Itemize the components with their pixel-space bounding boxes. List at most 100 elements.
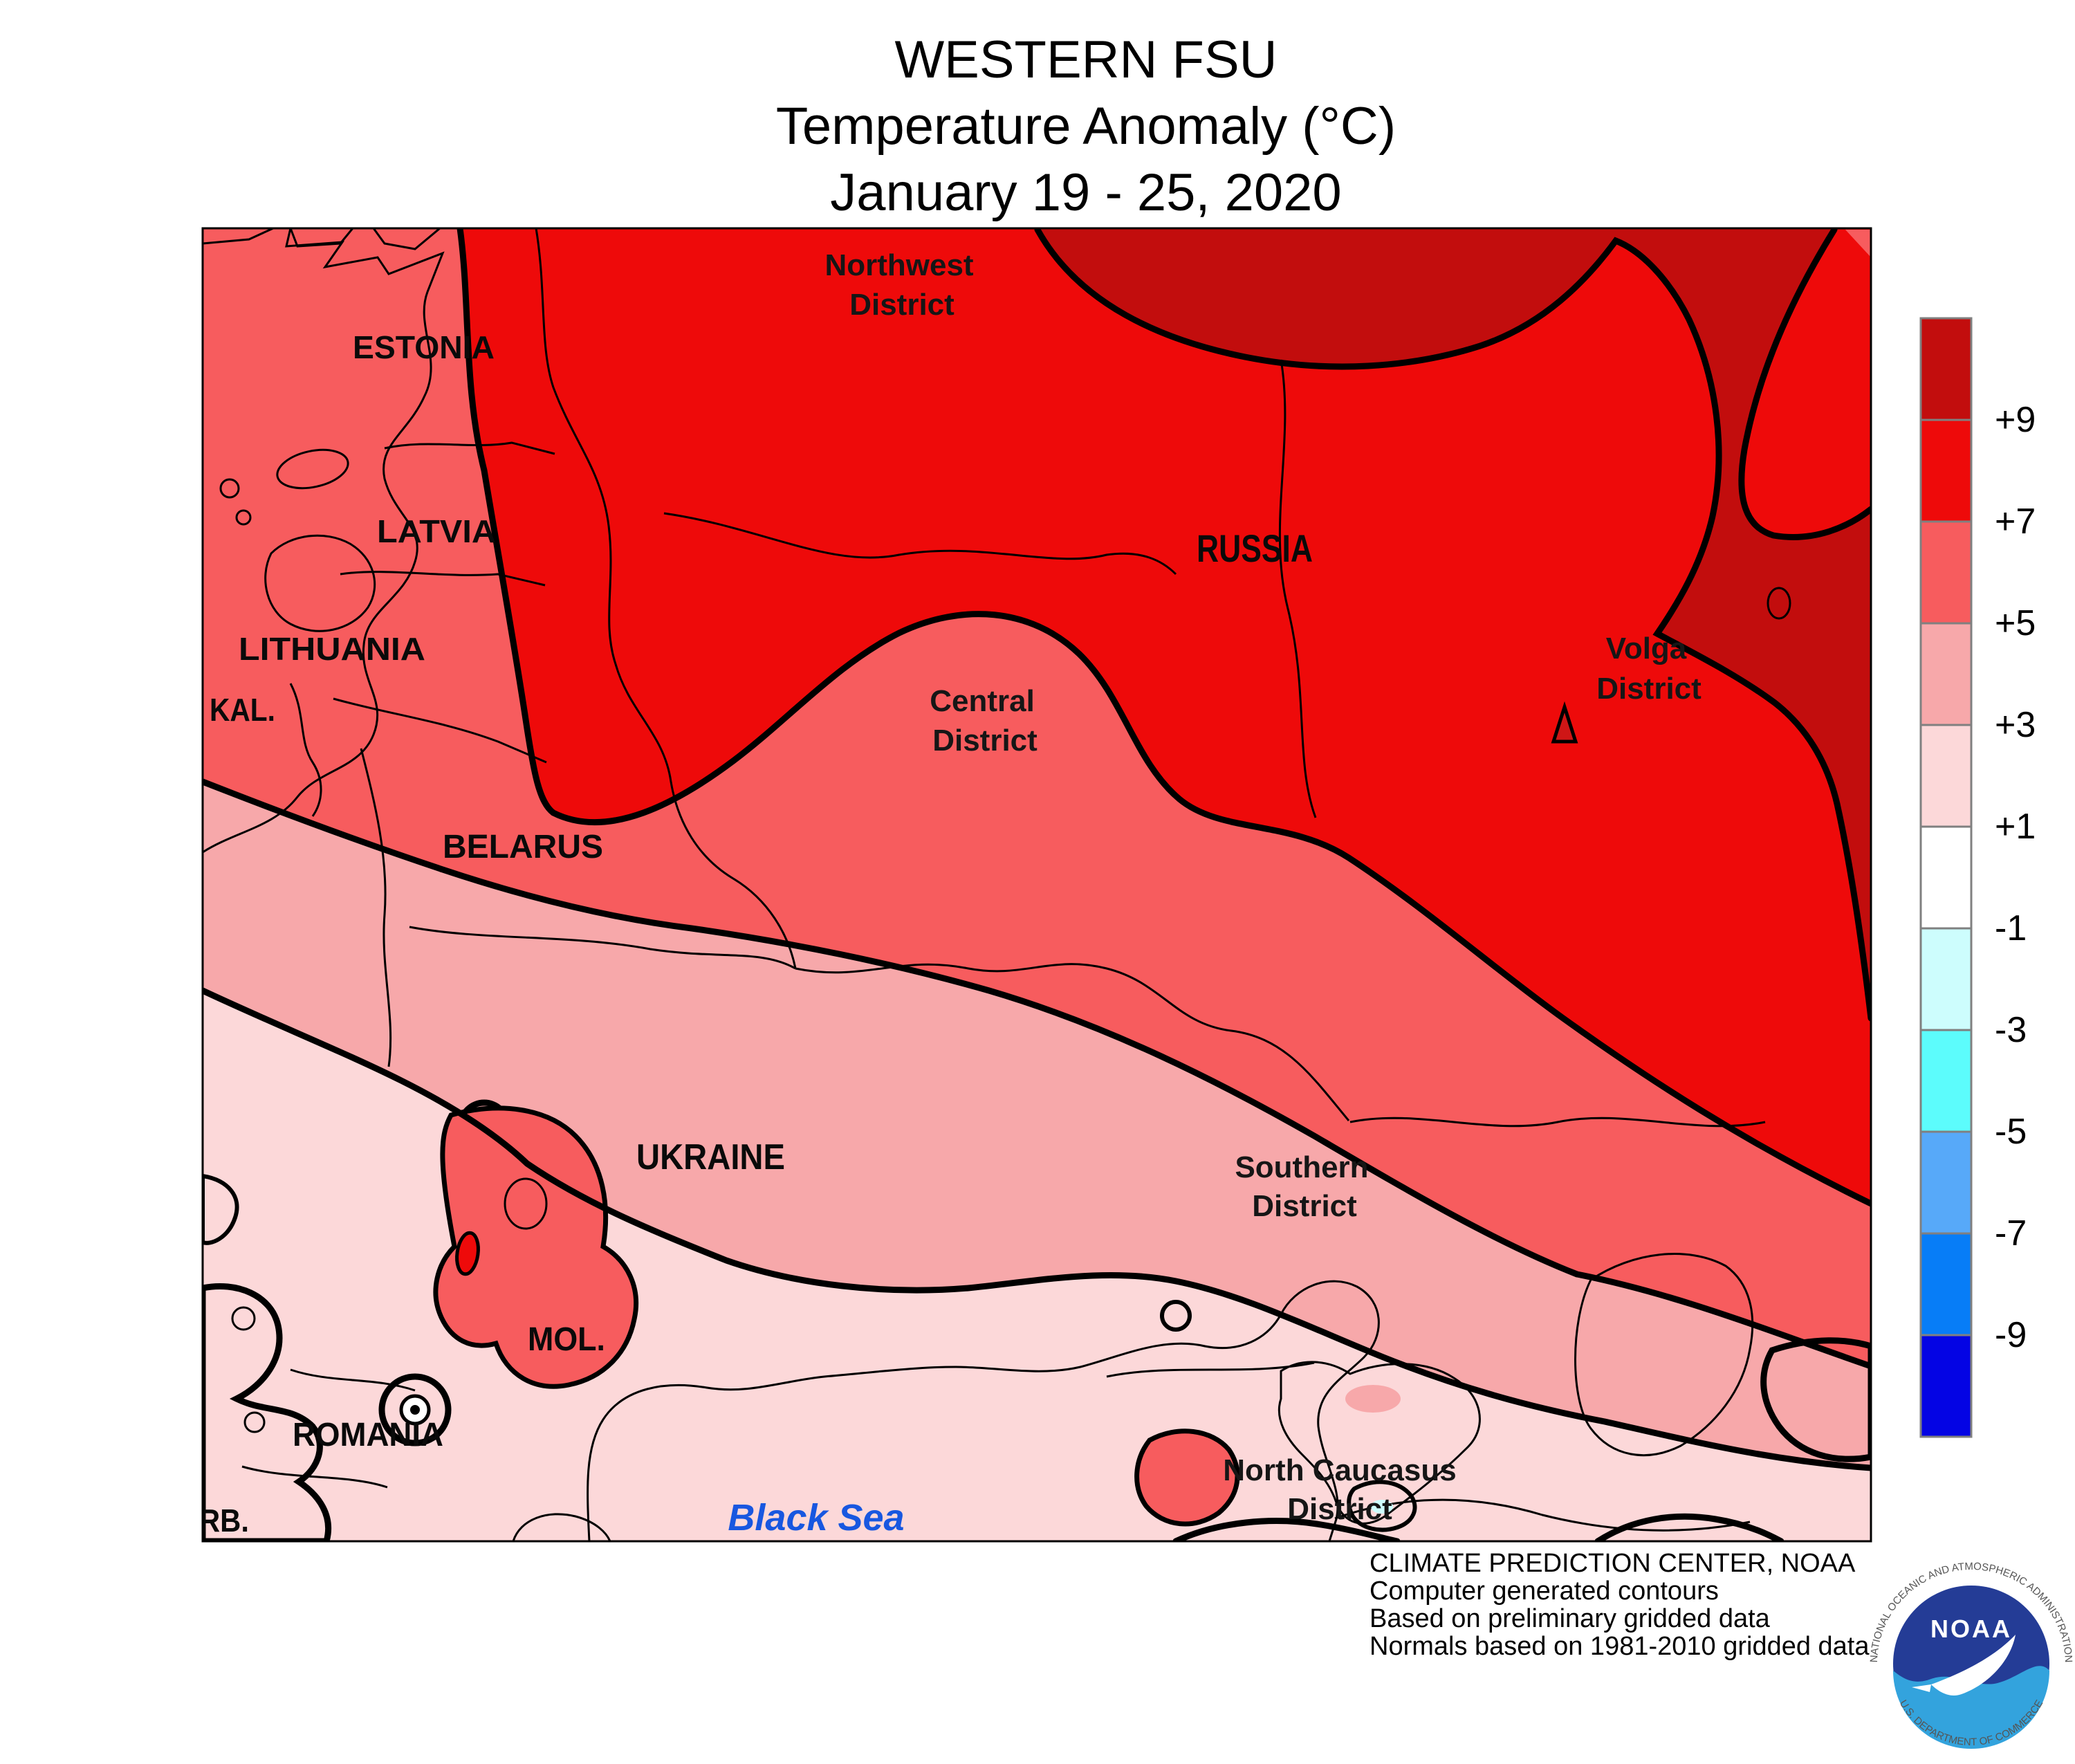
darkred-islet xyxy=(1767,587,1791,620)
crimea-pink-patch xyxy=(1345,1385,1401,1413)
legend-swatch-above9 xyxy=(1919,317,1973,421)
border-district-volga-southern xyxy=(1349,1117,1766,1128)
district-label-central: Central xyxy=(930,684,1035,718)
legend-tick-p1: +1 xyxy=(1995,807,2036,847)
finland-coast-patch xyxy=(203,228,274,245)
caucasus-salmon-blob xyxy=(1134,1428,1240,1527)
credit-line-1: CLIMATE PREDICTION CENTER, NOAA xyxy=(1370,1549,1856,1578)
border-caucasus-south xyxy=(1334,1498,1751,1532)
legend-tick-n5: -5 xyxy=(1995,1112,2027,1152)
legend-swatch-n9ton7 xyxy=(1919,1232,1973,1336)
caucasus-ridge-line xyxy=(1172,1518,1401,1541)
island-small xyxy=(235,509,252,526)
credit-line-2: Computer generated contours xyxy=(1370,1577,1719,1606)
map-border xyxy=(201,227,1872,1543)
border-lithuania-belarus xyxy=(333,697,547,764)
legend-tick-p9: +9 xyxy=(1995,400,2036,440)
warm-spot-pink xyxy=(231,1306,256,1331)
baltic-sea xyxy=(203,228,445,854)
noaa-logo-bird xyxy=(1931,1635,2016,1696)
sea-label-black-sea: Black Sea xyxy=(728,1497,904,1538)
contour-ring-dot xyxy=(410,1405,420,1415)
contour-ring-outer xyxy=(378,1373,452,1446)
legend-swatch-1to3 xyxy=(1919,724,1973,828)
region-lightpink-band xyxy=(203,991,1871,1541)
crimea-cold-spot xyxy=(1371,1500,1393,1514)
legend-tick-p7: +7 xyxy=(1995,502,2036,542)
island-saaremaa xyxy=(264,534,376,632)
moldova-salmon-blob xyxy=(433,1105,639,1389)
credit-line-3: Based on preliminary gridded data xyxy=(1370,1604,1771,1633)
district-label-southern: Southern xyxy=(1235,1150,1368,1184)
title-line-3: January 19 - 25, 2020 xyxy=(830,163,1341,222)
legend-swatch-5to7 xyxy=(1919,520,1973,625)
legend-swatch-n3ton1 xyxy=(1919,927,1973,1031)
finland-coast-patch xyxy=(372,228,442,250)
district-label-north-caucasus: North Caucasus xyxy=(1223,1453,1456,1487)
contour-salmon-pink xyxy=(203,778,1871,1370)
country-label-serbia-partial: RB. xyxy=(199,1503,249,1538)
moldova-red-spot xyxy=(455,1231,480,1276)
map-canvas: ESTONIA LATVIA LITHUANIA KAL. BELARUS UK… xyxy=(199,228,1871,1541)
border-belarus-ukraine xyxy=(409,926,796,970)
border-district-central-volga xyxy=(1278,359,1317,818)
border-romania-interior xyxy=(290,1368,416,1392)
border-russia-baltics xyxy=(535,228,797,969)
country-label-romania: ROMANIA xyxy=(293,1417,443,1453)
contour-corner-notch xyxy=(1738,228,1871,540)
moldova-lightpink-hole xyxy=(504,1177,548,1230)
country-label-kaliningrad: KAL. xyxy=(210,692,275,728)
border-latvia-lithuania xyxy=(340,571,546,587)
country-label-estonia: ESTONIA xyxy=(353,329,495,365)
noaa-logo: NOAA NATIONAL OCEANIC AND ATMOSPHERIC AD… xyxy=(1868,1561,2074,1764)
country-label-lithuania: LITHUANIA xyxy=(239,631,425,667)
volga-triangle-spot xyxy=(1551,701,1578,744)
island-small xyxy=(219,478,240,499)
legend-swatch-7to9 xyxy=(1919,419,1973,523)
contour-darkred xyxy=(1034,228,1871,1022)
country-label-russia: RUSSIA xyxy=(1197,526,1313,570)
border-poland-belarus xyxy=(360,748,392,1067)
country-label-moldova: MOL. xyxy=(528,1321,605,1358)
country-label-latvia: LATVIA xyxy=(377,513,496,549)
contour-pink-lightpink xyxy=(203,987,1871,1471)
title-block: WESTERN FSU Temperature Anomaly (°C) Jan… xyxy=(776,30,1396,222)
credit-line-4: Normals based on 1981-2010 gridded data xyxy=(1370,1632,1870,1661)
border-district-nw-central xyxy=(663,512,1177,576)
border-bulgaria-interior xyxy=(241,1465,388,1489)
district-label-volga: District xyxy=(1596,672,1702,706)
legend-swatch-n5ton3 xyxy=(1919,1029,1973,1133)
noaa-logo-wave xyxy=(1893,1666,2049,1749)
district-label-north-caucasus: District xyxy=(1287,1492,1392,1526)
legend-swatch-3to5 xyxy=(1919,622,1973,726)
carpathian-white-blob xyxy=(203,1283,332,1541)
district-label-southern: District xyxy=(1252,1189,1357,1223)
credits-block: CLIMATE PREDICTION CENTER, NOAA Computer… xyxy=(1370,1549,1870,1661)
region-salmon-corner-sliver xyxy=(1845,230,1871,257)
region-pink-band xyxy=(203,782,1871,1468)
noaa-logo-acronym: NOAA xyxy=(1930,1615,2012,1643)
legend-tick-p3: +3 xyxy=(1995,705,2036,745)
legend-tick-n9: -9 xyxy=(1995,1315,2027,1355)
caucasus-ridge-line xyxy=(1594,1513,1784,1541)
caspian-salmon-patch xyxy=(1760,1337,1871,1462)
region-red-corner-notch xyxy=(1741,230,1871,538)
warm-spot-pink xyxy=(243,1411,266,1433)
border-estonia-latvia xyxy=(384,441,555,455)
title-line-1: WESTERN FSU xyxy=(894,30,1277,89)
country-label-belarus: BELARUS xyxy=(443,829,603,865)
crimea-peninsula xyxy=(1278,1361,1481,1525)
legend-colorbar: +9 +7 +5 +3 +1 -1 -3 -5 -7 -9 xyxy=(1919,317,2036,1438)
danube-mouth-pink xyxy=(512,1513,611,1541)
district-label-northwest: Northwest xyxy=(824,248,973,282)
region-darkred xyxy=(1038,230,1871,1018)
crimea-mountain-ring xyxy=(1347,1480,1417,1532)
legend-tick-p5: +5 xyxy=(1995,603,2036,643)
district-label-central: District xyxy=(932,724,1038,757)
legend-tick-n7: -7 xyxy=(1995,1213,2027,1253)
island-hiiumaa xyxy=(276,448,349,490)
noaa-logo-bird-beak xyxy=(1912,1684,1931,1692)
left-edge-white-patch xyxy=(203,1173,239,1245)
